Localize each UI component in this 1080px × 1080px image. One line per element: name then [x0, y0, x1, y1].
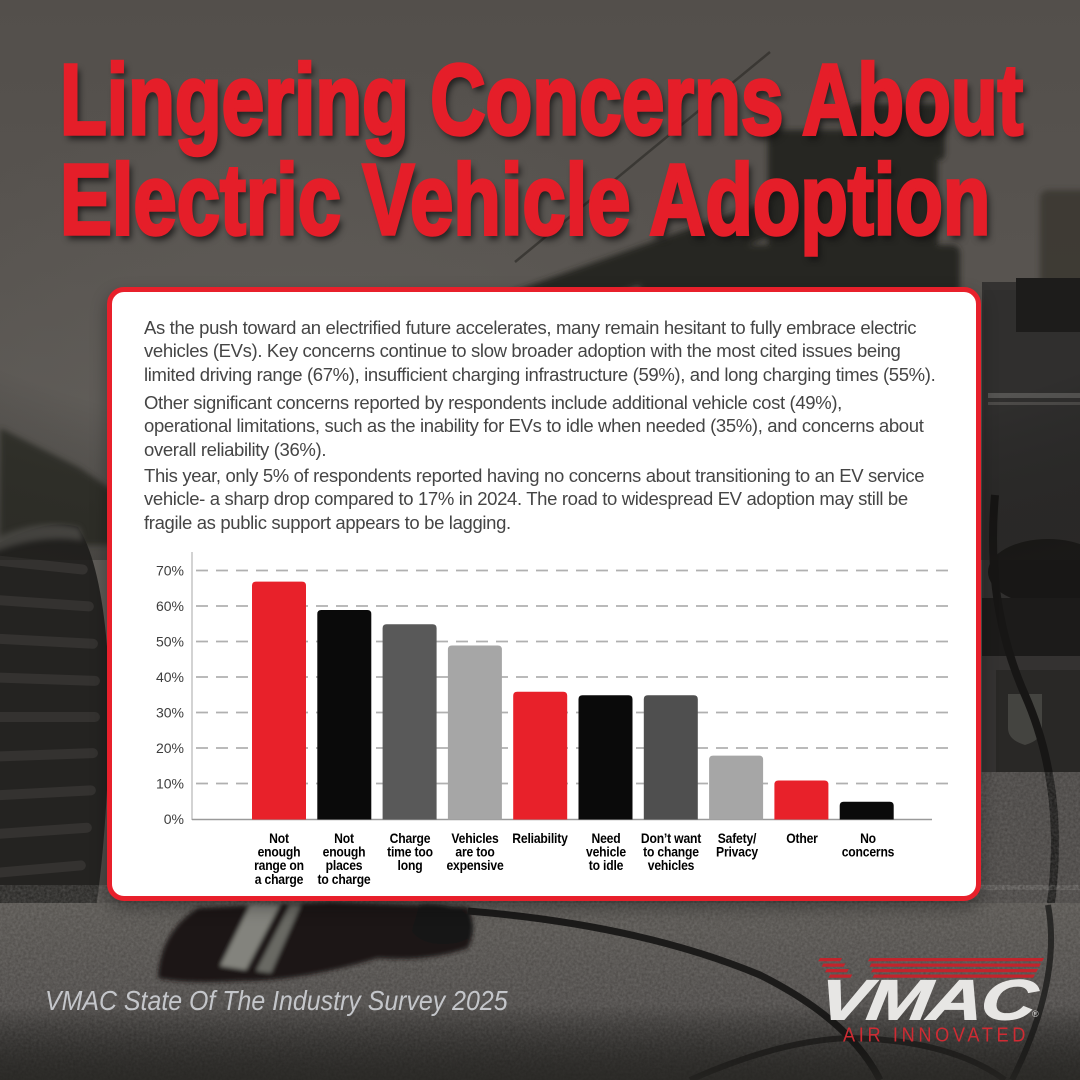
svg-text:AIR INNOVATED: AIR INNOVATED [843, 1025, 1029, 1047]
svg-text:40%: 40% [156, 669, 184, 685]
svg-text:Reliability: Reliability [512, 830, 568, 846]
svg-text:30%: 30% [156, 705, 184, 721]
svg-text:10%: 10% [156, 776, 184, 792]
svg-text:60%: 60% [156, 598, 184, 614]
svg-text:Safety/Privacy: Safety/Privacy [716, 830, 759, 859]
svg-text:0%: 0% [164, 811, 184, 827]
svg-text:®: ® [1032, 1009, 1039, 1019]
svg-text:Other: Other [786, 830, 818, 846]
svg-text:70%: 70% [156, 563, 184, 579]
svg-text:VMAC: VMAC [815, 969, 1042, 1032]
svg-text:20%: 20% [156, 740, 184, 756]
svg-text:50%: 50% [156, 634, 184, 650]
